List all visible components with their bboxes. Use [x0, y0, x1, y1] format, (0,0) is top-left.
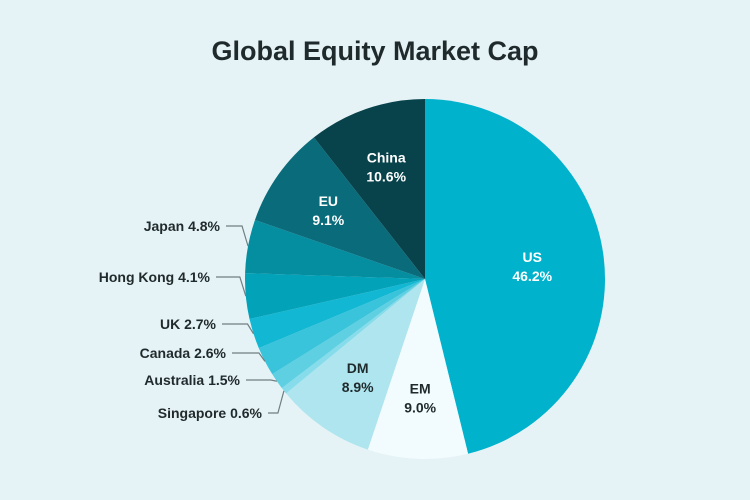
slice-value-china: 10.6%	[366, 169, 406, 185]
leader-line-japan	[226, 225, 249, 247]
leader-line-uk	[222, 323, 255, 335]
slice-label-us: US	[522, 249, 541, 265]
pie-slice-china	[313, 99, 425, 279]
pie-slice-australia	[272, 279, 425, 389]
pie-slice-us	[425, 99, 606, 454]
pie-slice-eu	[254, 137, 425, 279]
leader-line-singapore	[268, 390, 285, 414]
pie-labels: US 46.2% EM 9.0% DM 8.9% Singapore 0.6% Austral…	[99, 150, 553, 421]
pie-slice-japan	[245, 219, 425, 279]
leader-line-australia	[246, 379, 277, 382]
slice-value-dm: 8.9%	[342, 379, 374, 395]
slice-label-australia: Australia 1.5%	[144, 372, 240, 388]
slice-label-canada: Canada 2.6%	[140, 345, 227, 361]
pie-slice-hong-kong	[245, 273, 425, 320]
slice-label-uk: UK 2.7%	[160, 316, 217, 332]
slice-label-hong-kong: Hong Kong 4.1%	[99, 269, 211, 285]
pie-slice-em	[367, 279, 469, 459]
pie-slices	[245, 99, 606, 459]
slice-label-japan: Japan 4.8%	[144, 218, 221, 234]
slice-label-eu: EU	[319, 193, 338, 209]
pie-slice-uk	[249, 279, 425, 349]
slice-label-singapore: Singapore 0.6%	[158, 405, 263, 421]
slice-label-em: EM	[410, 381, 431, 397]
slice-label-china: China	[367, 150, 406, 166]
leader-line-hong-kong	[216, 276, 247, 297]
pie-slice-dm	[286, 279, 425, 450]
pie-slice-canada	[258, 279, 425, 375]
slice-label-dm: DM	[347, 360, 369, 376]
slice-value-us: 46.2%	[512, 268, 552, 284]
slice-value-eu: 9.1%	[312, 212, 344, 228]
leader-line-canada	[232, 352, 266, 362]
chart-title: Global Equity Market Cap	[211, 36, 539, 66]
pie-slice-singapore	[281, 279, 425, 394]
slice-value-em: 9.0%	[404, 400, 436, 416]
